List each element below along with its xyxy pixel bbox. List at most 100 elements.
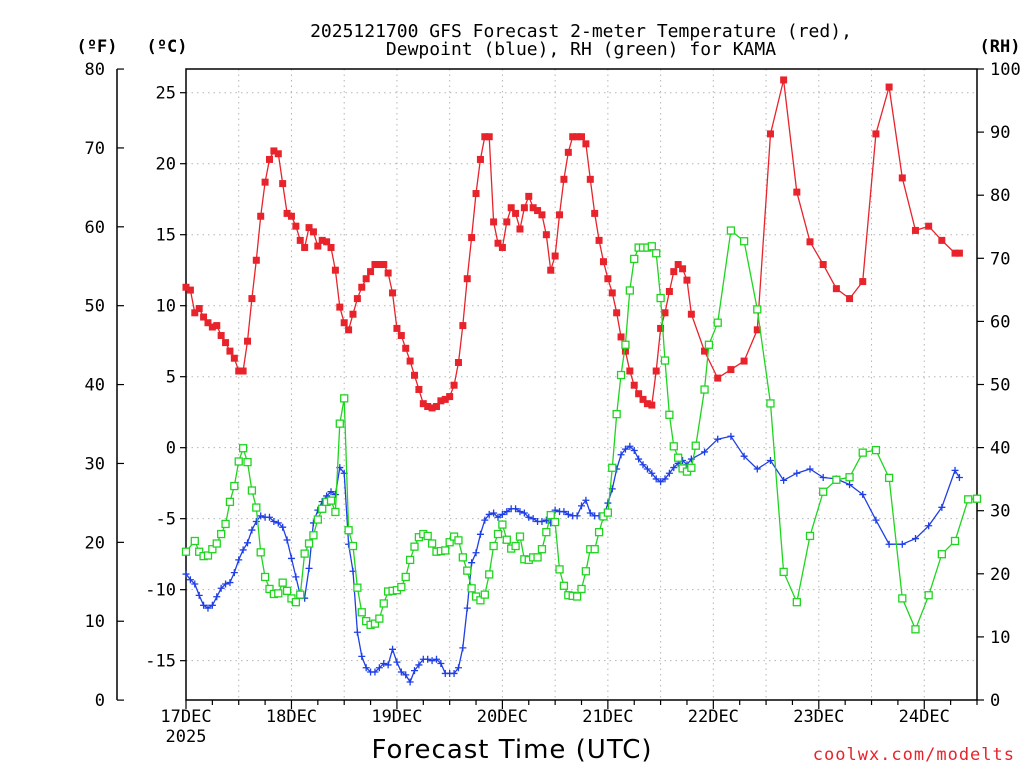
temperature-point: [358, 283, 366, 291]
rh-point: [375, 614, 384, 623]
temperature-point: [687, 310, 695, 318]
temperature-point: [200, 313, 208, 321]
fahrenheit-tick-label: 20: [85, 533, 105, 553]
rh-point: [485, 570, 494, 579]
celsius-tick-label: 0: [166, 439, 176, 459]
dewpoint-point: [516, 508, 524, 516]
temperature-point: [323, 238, 331, 246]
rh-tick-label: 70: [990, 249, 1010, 269]
rh-point: [225, 497, 235, 507]
temperature-point: [265, 155, 273, 163]
rh-point: [217, 529, 226, 539]
celsius-tick-label: 15: [156, 226, 176, 246]
temperature-point: [727, 366, 735, 374]
temperature-point: [244, 337, 252, 345]
temperature-point: [476, 155, 484, 163]
temperature-point: [898, 174, 906, 182]
temperature-point: [665, 287, 673, 295]
temperature-point: [389, 289, 397, 297]
temperature-point: [411, 371, 419, 379]
dewpoint-point: [586, 509, 594, 517]
chart-title-line1: 2025121700 GFS Forecast 2-meter Temperat…: [310, 21, 852, 42]
rh-point: [700, 385, 709, 394]
rh-point: [195, 547, 204, 556]
dewpoint-point: [617, 451, 625, 459]
dewpoint-point: [389, 645, 397, 653]
dewpoint-point: [305, 564, 313, 572]
dewpoint-point: [476, 530, 484, 538]
rh-point: [502, 535, 511, 544]
temperature-point: [182, 283, 190, 291]
rh-point: [335, 419, 344, 428]
rh-point: [819, 487, 828, 496]
rh-point: [353, 583, 362, 592]
temperature-point: [714, 374, 722, 382]
temperature-series: [182, 76, 963, 412]
dewpoint-point: [657, 478, 665, 486]
dewpoint-point: [415, 661, 423, 669]
temperature-point: [683, 276, 691, 284]
temperature-point: [955, 249, 963, 257]
fahrenheit-tick-label: 50: [85, 297, 105, 317]
rh-point: [331, 507, 340, 517]
rh-point: [537, 545, 547, 554]
dewpoint-point: [564, 510, 572, 518]
dewpoint-point: [472, 549, 480, 557]
celsius-unit-label: (ºC): [147, 37, 188, 57]
dewpoint-point: [626, 442, 634, 450]
temperature-point: [608, 289, 616, 297]
dewpoint-point: [226, 579, 234, 587]
dewpoint-point: [244, 539, 252, 547]
dewpoint-point: [397, 668, 405, 676]
rh-point: [260, 572, 270, 582]
temperature-point: [235, 367, 243, 375]
rh-point: [357, 608, 366, 617]
rh-point: [884, 473, 894, 483]
dewpoint-point: [428, 657, 436, 665]
temperature-point: [648, 401, 656, 409]
rh-point: [410, 542, 419, 551]
rh-point: [766, 399, 775, 408]
temperature-point: [520, 204, 528, 212]
temperature-point: [204, 319, 212, 327]
dewpoint-point: [402, 671, 410, 679]
rh-point: [370, 619, 380, 628]
temperature-point: [674, 261, 682, 269]
time-tick-label: 20DEC: [477, 707, 528, 727]
rh-point: [467, 584, 476, 593]
temperature-point: [415, 385, 423, 393]
temperature-point: [345, 326, 353, 334]
temperature-point: [441, 395, 449, 403]
temperature-point: [551, 252, 559, 260]
dewpoint-point: [468, 559, 476, 567]
rh-point: [313, 515, 322, 524]
dewpoint-point: [186, 576, 194, 584]
rh-tick-label: 10: [990, 628, 1010, 648]
temperature-point: [859, 278, 867, 286]
rh-point: [691, 441, 700, 450]
celsius-tick-label: -5: [156, 510, 176, 530]
rh-point: [660, 356, 670, 365]
rh-point: [911, 625, 920, 634]
time-tick-sublabel: 2025: [166, 727, 207, 747]
rh-line: [185, 229, 978, 632]
fahrenheit-tick-label: 70: [85, 139, 105, 159]
dewpoint-point: [217, 584, 225, 592]
rh-point: [647, 242, 656, 251]
dewpoint-point: [437, 660, 445, 668]
dewpoint-point: [208, 601, 216, 609]
rh-point: [511, 541, 520, 551]
dewpoint-point: [898, 540, 906, 548]
rh-point: [427, 539, 437, 548]
rh-point: [243, 457, 252, 467]
temperature-point: [380, 261, 388, 269]
dewpoint-point: [257, 512, 265, 520]
rh-point: [577, 584, 586, 594]
rh-point: [753, 305, 762, 314]
temperature-point: [542, 231, 550, 239]
dewpoint-point: [380, 660, 388, 668]
temperature-point: [793, 188, 801, 196]
temperature-point: [925, 222, 933, 230]
dewpoint-point: [621, 445, 629, 453]
